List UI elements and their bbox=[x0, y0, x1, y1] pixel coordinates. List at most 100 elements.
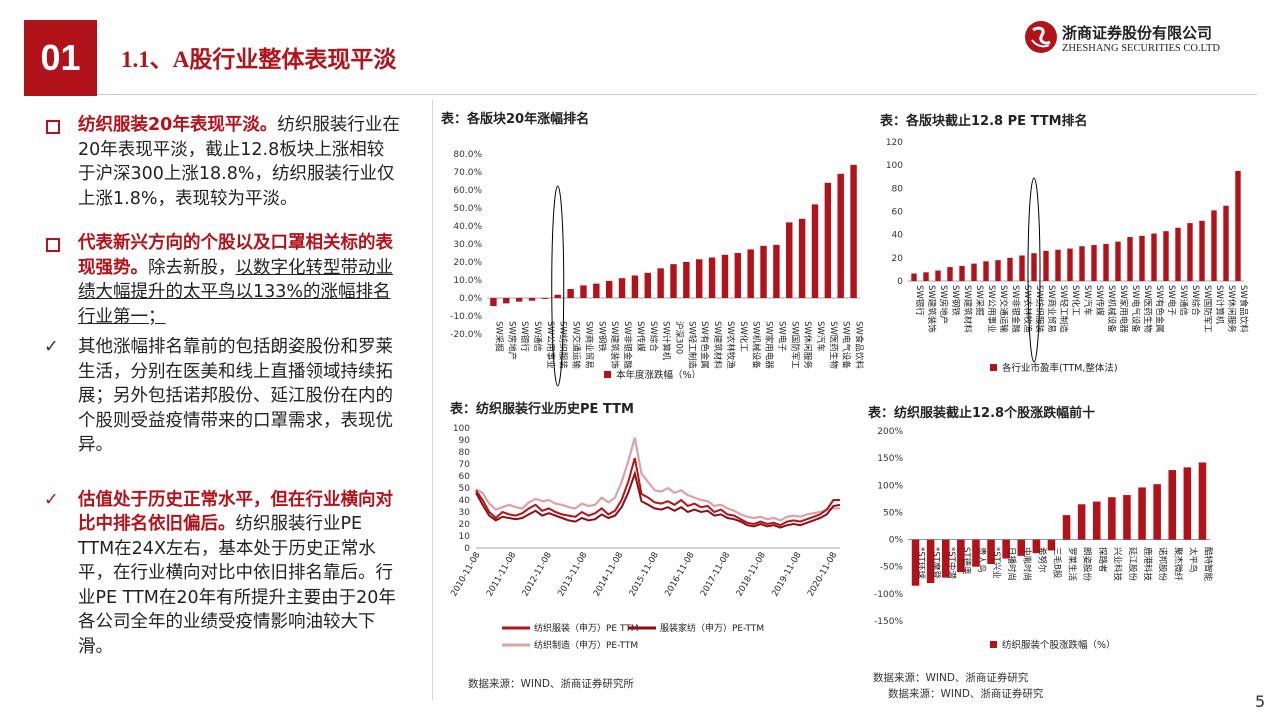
y-tick-label: 80 bbox=[892, 184, 904, 194]
bar bbox=[850, 164, 857, 298]
y-tick-label: 50.0% bbox=[453, 204, 482, 214]
legend-label: 纺织服装（申万）PE TTM bbox=[534, 622, 639, 634]
x-tick-label: 2016-11-08 bbox=[663, 551, 696, 599]
y-tick-label: -50% bbox=[880, 563, 904, 573]
bar bbox=[1168, 470, 1177, 540]
chart3-title: 表：纺织服装行业历史PE TTM bbox=[450, 402, 634, 417]
company-logo: 浙商证券股份有限公司 ZHESHANG SECURITIES CO.LTD bbox=[1024, 20, 1264, 60]
legend-label: 本年度涨跌幅（%） bbox=[616, 369, 701, 381]
x-tick-label: 探路者 bbox=[1097, 547, 1108, 573]
y-tick-label: 70.0% bbox=[453, 168, 482, 178]
x-tick-label: 延江股份 bbox=[1127, 547, 1138, 582]
bar bbox=[926, 539, 935, 583]
y-tick-label: 0 bbox=[897, 277, 903, 287]
bar bbox=[1153, 484, 1161, 540]
bar bbox=[1127, 236, 1133, 281]
y-tick-label: 150% bbox=[877, 454, 903, 464]
chart1-title: 表：各版块20年涨幅排名 bbox=[441, 112, 590, 127]
page-number: 5 bbox=[1255, 692, 1266, 711]
bar bbox=[541, 298, 549, 299]
x-tick-label: SW综合 bbox=[648, 321, 659, 352]
legend-swatch bbox=[990, 641, 997, 648]
x-tick-label: SW医药生物 bbox=[1142, 285, 1153, 333]
bar bbox=[567, 289, 574, 298]
series-line bbox=[475, 437, 840, 522]
x-tick-label: SW银行 bbox=[914, 285, 925, 316]
x-tick-label: SW电子 bbox=[776, 321, 787, 352]
bullet-list: 纺织服装20年表现平淡。纺织服装行业在20年表现平淡，截止12.8板块上涨相较于… bbox=[40, 113, 400, 676]
highlight-ellipse bbox=[551, 185, 565, 387]
bar bbox=[1183, 467, 1192, 540]
bar bbox=[1091, 245, 1097, 281]
bar bbox=[1223, 205, 1229, 281]
x-tick-label: SW商业贸易 bbox=[583, 321, 594, 369]
series-line bbox=[475, 457, 840, 527]
x-tick-label: SW农林牧渔 bbox=[725, 321, 736, 369]
square-bullet-icon bbox=[46, 120, 60, 134]
chart4-bar-chart: 200% 150% 100% 50% 0% -50% -100% -150% *ST环球 *ST摩… bbox=[874, 427, 1213, 651]
x-tick-label: SW钢铁 bbox=[596, 321, 607, 352]
bar bbox=[987, 539, 995, 564]
bar bbox=[721, 254, 729, 298]
bar bbox=[1017, 539, 1026, 556]
y-tick-label: 80.0% bbox=[453, 150, 482, 160]
bar bbox=[798, 218, 806, 298]
bar bbox=[696, 259, 703, 298]
x-tick-label: 沪深300 bbox=[674, 321, 685, 354]
chart1-bar-chart: 80.0% 70.0% 60.0% 50.0% 40.0% 30.0% 20.0% 10.0%… bbox=[450, 150, 865, 387]
bar bbox=[935, 270, 941, 281]
x-tick-label: 鹿港科技 bbox=[1142, 547, 1153, 582]
x-tick-label: 2019-11-08 bbox=[770, 551, 803, 599]
y-tick-label: 0 bbox=[464, 544, 470, 554]
y-tick-label: 60 bbox=[892, 208, 904, 218]
bar bbox=[1047, 539, 1056, 551]
y-tick-label: 60.0% bbox=[453, 186, 482, 196]
x-tick-label: *ST环球 bbox=[916, 547, 927, 579]
bullet-underlined-text: 以数字化转型带动业绩大幅提升的太平鸟以133%的涨幅排名行业第一； bbox=[78, 257, 393, 327]
x-tick-label: *ST摩登 bbox=[931, 547, 942, 579]
x-tick-label: SW轻工制造 bbox=[686, 321, 697, 369]
bar bbox=[593, 283, 600, 298]
x-tick-label: SW电气设备 bbox=[1130, 285, 1141, 333]
x-tick-label: SW公用事业 bbox=[545, 321, 556, 369]
bullet-item: 代表新兴方向的个股以及口罩相关标的表现强势。除去新股，以数字化转型带动业绩大幅提… bbox=[40, 231, 400, 329]
x-tick-label: SW汽车 bbox=[815, 321, 826, 352]
x-tick-label: 朗姿股份 bbox=[1082, 547, 1093, 582]
bullet-text: 纺织服装行业在20年表现平淡，截止12.8板块上涨相较于沪深300上涨18.8%… bbox=[78, 115, 400, 209]
bar bbox=[683, 262, 690, 298]
x-tick-label: 太平鸟 bbox=[1187, 547, 1198, 573]
x-tick-label: SW医药生物 bbox=[828, 321, 839, 369]
x-tick-label: 希努尔 bbox=[1036, 547, 1047, 573]
y-tick-label: 100 bbox=[453, 424, 470, 434]
x-tick-label: SW交通运输 bbox=[998, 285, 1009, 333]
x-tick-label: SW采掘 bbox=[974, 285, 985, 316]
page-title: 1.1、A股行业整体表现平淡 bbox=[121, 47, 397, 72]
x-tick-label: SW商业贸易 bbox=[1046, 285, 1057, 333]
bar bbox=[1019, 255, 1025, 281]
bar bbox=[670, 264, 677, 298]
x-tick-label: SW通信 bbox=[1178, 285, 1189, 316]
x-tick-label: SW机械设备 bbox=[751, 321, 762, 369]
highlight-ellipse bbox=[1027, 177, 1041, 363]
bar bbox=[923, 272, 929, 281]
y-tick-label: 10 bbox=[459, 532, 471, 542]
bar bbox=[957, 539, 965, 573]
bar bbox=[1077, 504, 1086, 540]
bar bbox=[911, 273, 917, 281]
legend-label: 纺织制造（申万）PE-TTM bbox=[534, 639, 638, 651]
y-tick-label: 70 bbox=[459, 460, 471, 470]
y-tick-label: 40 bbox=[459, 496, 471, 506]
x-tick-label: SW公用事业 bbox=[986, 285, 997, 333]
bar bbox=[618, 278, 626, 298]
x-tick-label: SW房地产 bbox=[506, 321, 517, 360]
checkmark-icon: ✓ bbox=[44, 489, 59, 510]
x-tick-label: 中胤时尚 bbox=[1021, 547, 1032, 581]
bar bbox=[1067, 248, 1073, 281]
bullet-text: 除去新股， bbox=[148, 257, 236, 278]
source-note: 数据来源：WIND、浙商证券研究 bbox=[888, 688, 1044, 700]
bar bbox=[786, 222, 793, 298]
y-tick-label: 80 bbox=[459, 448, 471, 458]
x-tick-label: SW建筑材料 bbox=[712, 321, 723, 369]
bar bbox=[959, 265, 965, 281]
